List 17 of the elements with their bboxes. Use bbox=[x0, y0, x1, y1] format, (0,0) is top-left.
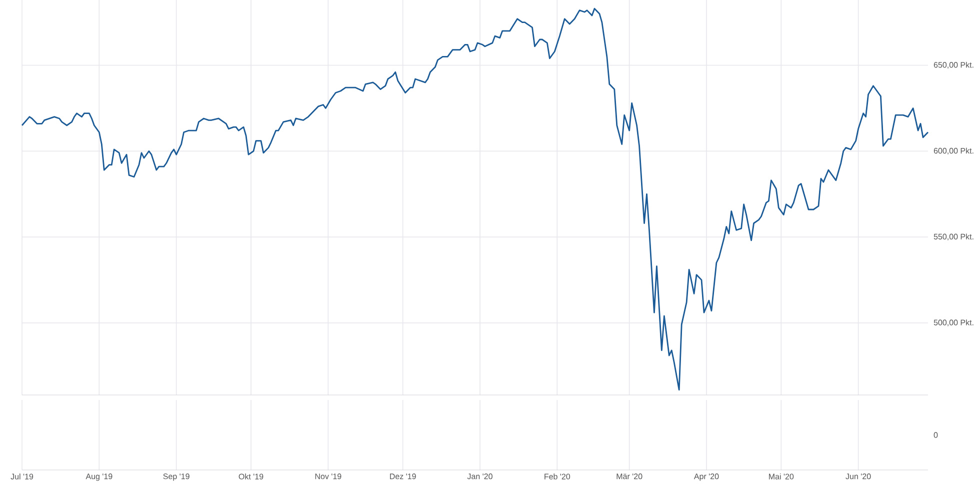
x-tick-label: Jul '19 bbox=[10, 474, 34, 480]
x-tick-label: Nov '19 bbox=[315, 474, 342, 480]
x-tick-label: Okt '19 bbox=[238, 474, 264, 480]
x-tick-label: Mai '20 bbox=[769, 474, 794, 480]
x-tick-label: Sep '19 bbox=[163, 474, 190, 481]
x-tick-label: Apr '20 bbox=[694, 474, 719, 481]
x-tick-label: Jun '20 bbox=[846, 474, 871, 480]
x-tick-label: Feb '20 bbox=[544, 474, 570, 480]
y-tick-label: 650,00 Pkt. bbox=[934, 62, 974, 69]
x-tick-label: Aug '19 bbox=[86, 474, 112, 481]
y-tick-label: 500,00 Pkt. bbox=[934, 319, 974, 326]
x-tick-label: Dez '19 bbox=[390, 474, 416, 480]
y-tick-label: 600,00 Pkt. bbox=[934, 148, 974, 155]
x-tick-label: Mär '20 bbox=[616, 474, 642, 480]
y-tick-label: 550,00 Pkt. bbox=[934, 234, 974, 240]
text: 0 bbox=[934, 432, 938, 438]
x-tick-label: Jan '20 bbox=[467, 474, 492, 480]
